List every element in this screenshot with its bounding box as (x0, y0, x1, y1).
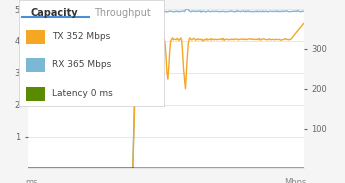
Text: Throughput: Throughput (94, 8, 151, 18)
Text: Capacity: Capacity (31, 8, 78, 18)
FancyBboxPatch shape (26, 30, 45, 44)
Text: TX 352 Mbps: TX 352 Mbps (52, 32, 110, 41)
Text: Latency 0 ms: Latency 0 ms (52, 89, 113, 98)
FancyBboxPatch shape (26, 87, 45, 101)
Text: RX 365 Mbps: RX 365 Mbps (52, 60, 111, 69)
Text: Mbps: Mbps (284, 178, 306, 183)
Text: ms: ms (25, 178, 37, 183)
FancyBboxPatch shape (26, 58, 45, 72)
